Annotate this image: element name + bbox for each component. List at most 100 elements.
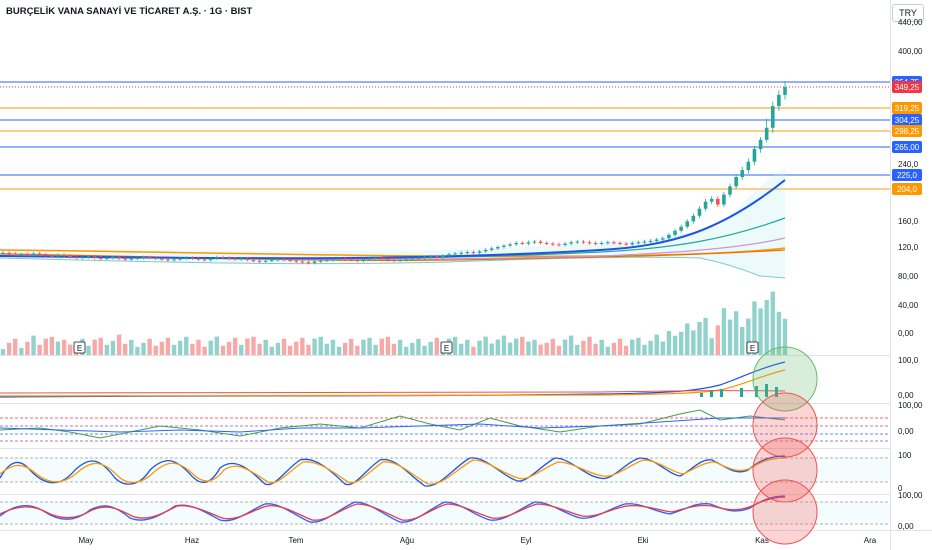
candle-body[interactable]: [7, 252, 11, 254]
candle-body[interactable]: [373, 257, 378, 259]
candle-body[interactable]: [62, 254, 66, 256]
candle-body[interactable]: [306, 262, 311, 264]
candle-body[interactable]: [233, 258, 237, 260]
candle-body[interactable]: [642, 241, 647, 243]
earnings-marker[interactable]: E: [440, 341, 453, 354]
candle-body[interactable]: [777, 94, 781, 107]
candle-body[interactable]: [178, 258, 182, 260]
candle-body[interactable]: [752, 149, 757, 162]
candle-body[interactable]: [25, 254, 30, 256]
candle-body[interactable]: [636, 242, 641, 244]
candle-body[interactable]: [422, 257, 427, 259]
candle-body[interactable]: [294, 260, 299, 262]
candle-body[interactable]: [593, 242, 598, 244]
candle-body[interactable]: [129, 258, 134, 260]
candle-body[interactable]: [715, 198, 720, 205]
candle-body[interactable]: [123, 258, 127, 260]
candle-body[interactable]: [331, 259, 335, 261]
candle-body[interactable]: [361, 259, 366, 261]
candle-body[interactable]: [37, 253, 42, 255]
candle-body[interactable]: [172, 259, 176, 261]
candle-body[interactable]: [239, 258, 244, 260]
candle-body[interactable]: [1, 252, 5, 254]
candle-body[interactable]: [147, 257, 152, 259]
candle-body[interactable]: [667, 234, 671, 239]
candle-body[interactable]: [257, 260, 262, 262]
candle-body[interactable]: [416, 257, 421, 259]
candle-body[interactable]: [569, 242, 573, 244]
candle-body[interactable]: [691, 215, 696, 222]
candle-body[interactable]: [618, 242, 622, 244]
candle-body[interactable]: [105, 257, 109, 259]
candle-body[interactable]: [184, 257, 189, 259]
candle-body[interactable]: [587, 242, 592, 244]
candle-body[interactable]: [68, 255, 73, 258]
candle-body[interactable]: [770, 106, 775, 128]
candle-body[interactable]: [19, 254, 24, 256]
candle-body[interactable]: [276, 259, 280, 261]
candle-body[interactable]: [489, 248, 494, 250]
candle-body[interactable]: [355, 260, 360, 262]
candle-body[interactable]: [599, 242, 604, 244]
candle-body[interactable]: [202, 259, 207, 261]
candle-body[interactable]: [673, 230, 677, 235]
candle-body[interactable]: [392, 260, 396, 262]
currency-selector[interactable]: TRY: [892, 4, 924, 22]
candle-body[interactable]: [483, 249, 488, 252]
candle-body[interactable]: [783, 87, 787, 95]
candle-body[interactable]: [697, 208, 702, 216]
candle-body[interactable]: [441, 255, 445, 258]
candle-body[interactable]: [56, 254, 60, 257]
candle-body[interactable]: [270, 260, 274, 262]
candle-body[interactable]: [581, 241, 586, 243]
candle-body[interactable]: [648, 240, 653, 242]
candle-body[interactable]: [337, 258, 341, 260]
candle-body[interactable]: [679, 226, 683, 231]
candle-body[interactable]: [520, 242, 525, 244]
candle-body[interactable]: [31, 253, 36, 255]
candle-body[interactable]: [428, 256, 433, 258]
candle-body[interactable]: [434, 256, 439, 258]
candle-body[interactable]: [508, 244, 512, 246]
candle-body[interactable]: [447, 254, 451, 256]
candle-body[interactable]: [135, 257, 140, 259]
candle-body[interactable]: [74, 257, 79, 259]
candle-body[interactable]: [227, 257, 231, 259]
candle-body[interactable]: [624, 243, 628, 245]
candle-body[interactable]: [703, 201, 708, 209]
candle-body[interactable]: [386, 259, 390, 261]
candle-body[interactable]: [557, 244, 561, 246]
candle-body[interactable]: [190, 257, 195, 259]
candle-body[interactable]: [551, 243, 555, 245]
candle-body[interactable]: [404, 259, 409, 261]
candle-body[interactable]: [575, 241, 580, 243]
candle-body[interactable]: [465, 252, 470, 254]
candle-body[interactable]: [141, 257, 146, 259]
candle-body[interactable]: [379, 257, 384, 260]
candle-body[interactable]: [153, 257, 158, 259]
candle-body[interactable]: [98, 257, 103, 259]
candle-body[interactable]: [324, 260, 329, 262]
candle-body[interactable]: [612, 242, 616, 244]
candle-body[interactable]: [477, 251, 482, 253]
candle-body[interactable]: [410, 258, 415, 260]
candle-body[interactable]: [606, 242, 610, 244]
candle-body[interactable]: [245, 258, 250, 261]
candle-body[interactable]: [459, 252, 464, 254]
candle-body[interactable]: [343, 258, 347, 260]
candle-body[interactable]: [300, 261, 305, 263]
candle-body[interactable]: [722, 194, 726, 205]
candle-body[interactable]: [728, 186, 732, 195]
candle-body[interactable]: [312, 261, 317, 263]
candle-body[interactable]: [215, 257, 219, 259]
candle-body[interactable]: [43, 254, 48, 256]
candle-body[interactable]: [282, 259, 286, 261]
candle-body[interactable]: [166, 259, 170, 261]
candle-body[interactable]: [160, 258, 164, 260]
candle-body[interactable]: [563, 243, 567, 245]
candle-body[interactable]: [764, 127, 769, 140]
candle-body[interactable]: [502, 245, 506, 247]
candle-body[interactable]: [92, 256, 97, 258]
candle-body[interactable]: [453, 253, 457, 255]
